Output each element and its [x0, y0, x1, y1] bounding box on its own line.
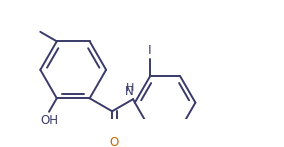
Text: OH: OH	[40, 114, 58, 127]
Text: I: I	[148, 44, 152, 57]
Text: H: H	[126, 83, 134, 93]
Text: N: N	[125, 85, 134, 98]
Text: O: O	[110, 136, 119, 147]
